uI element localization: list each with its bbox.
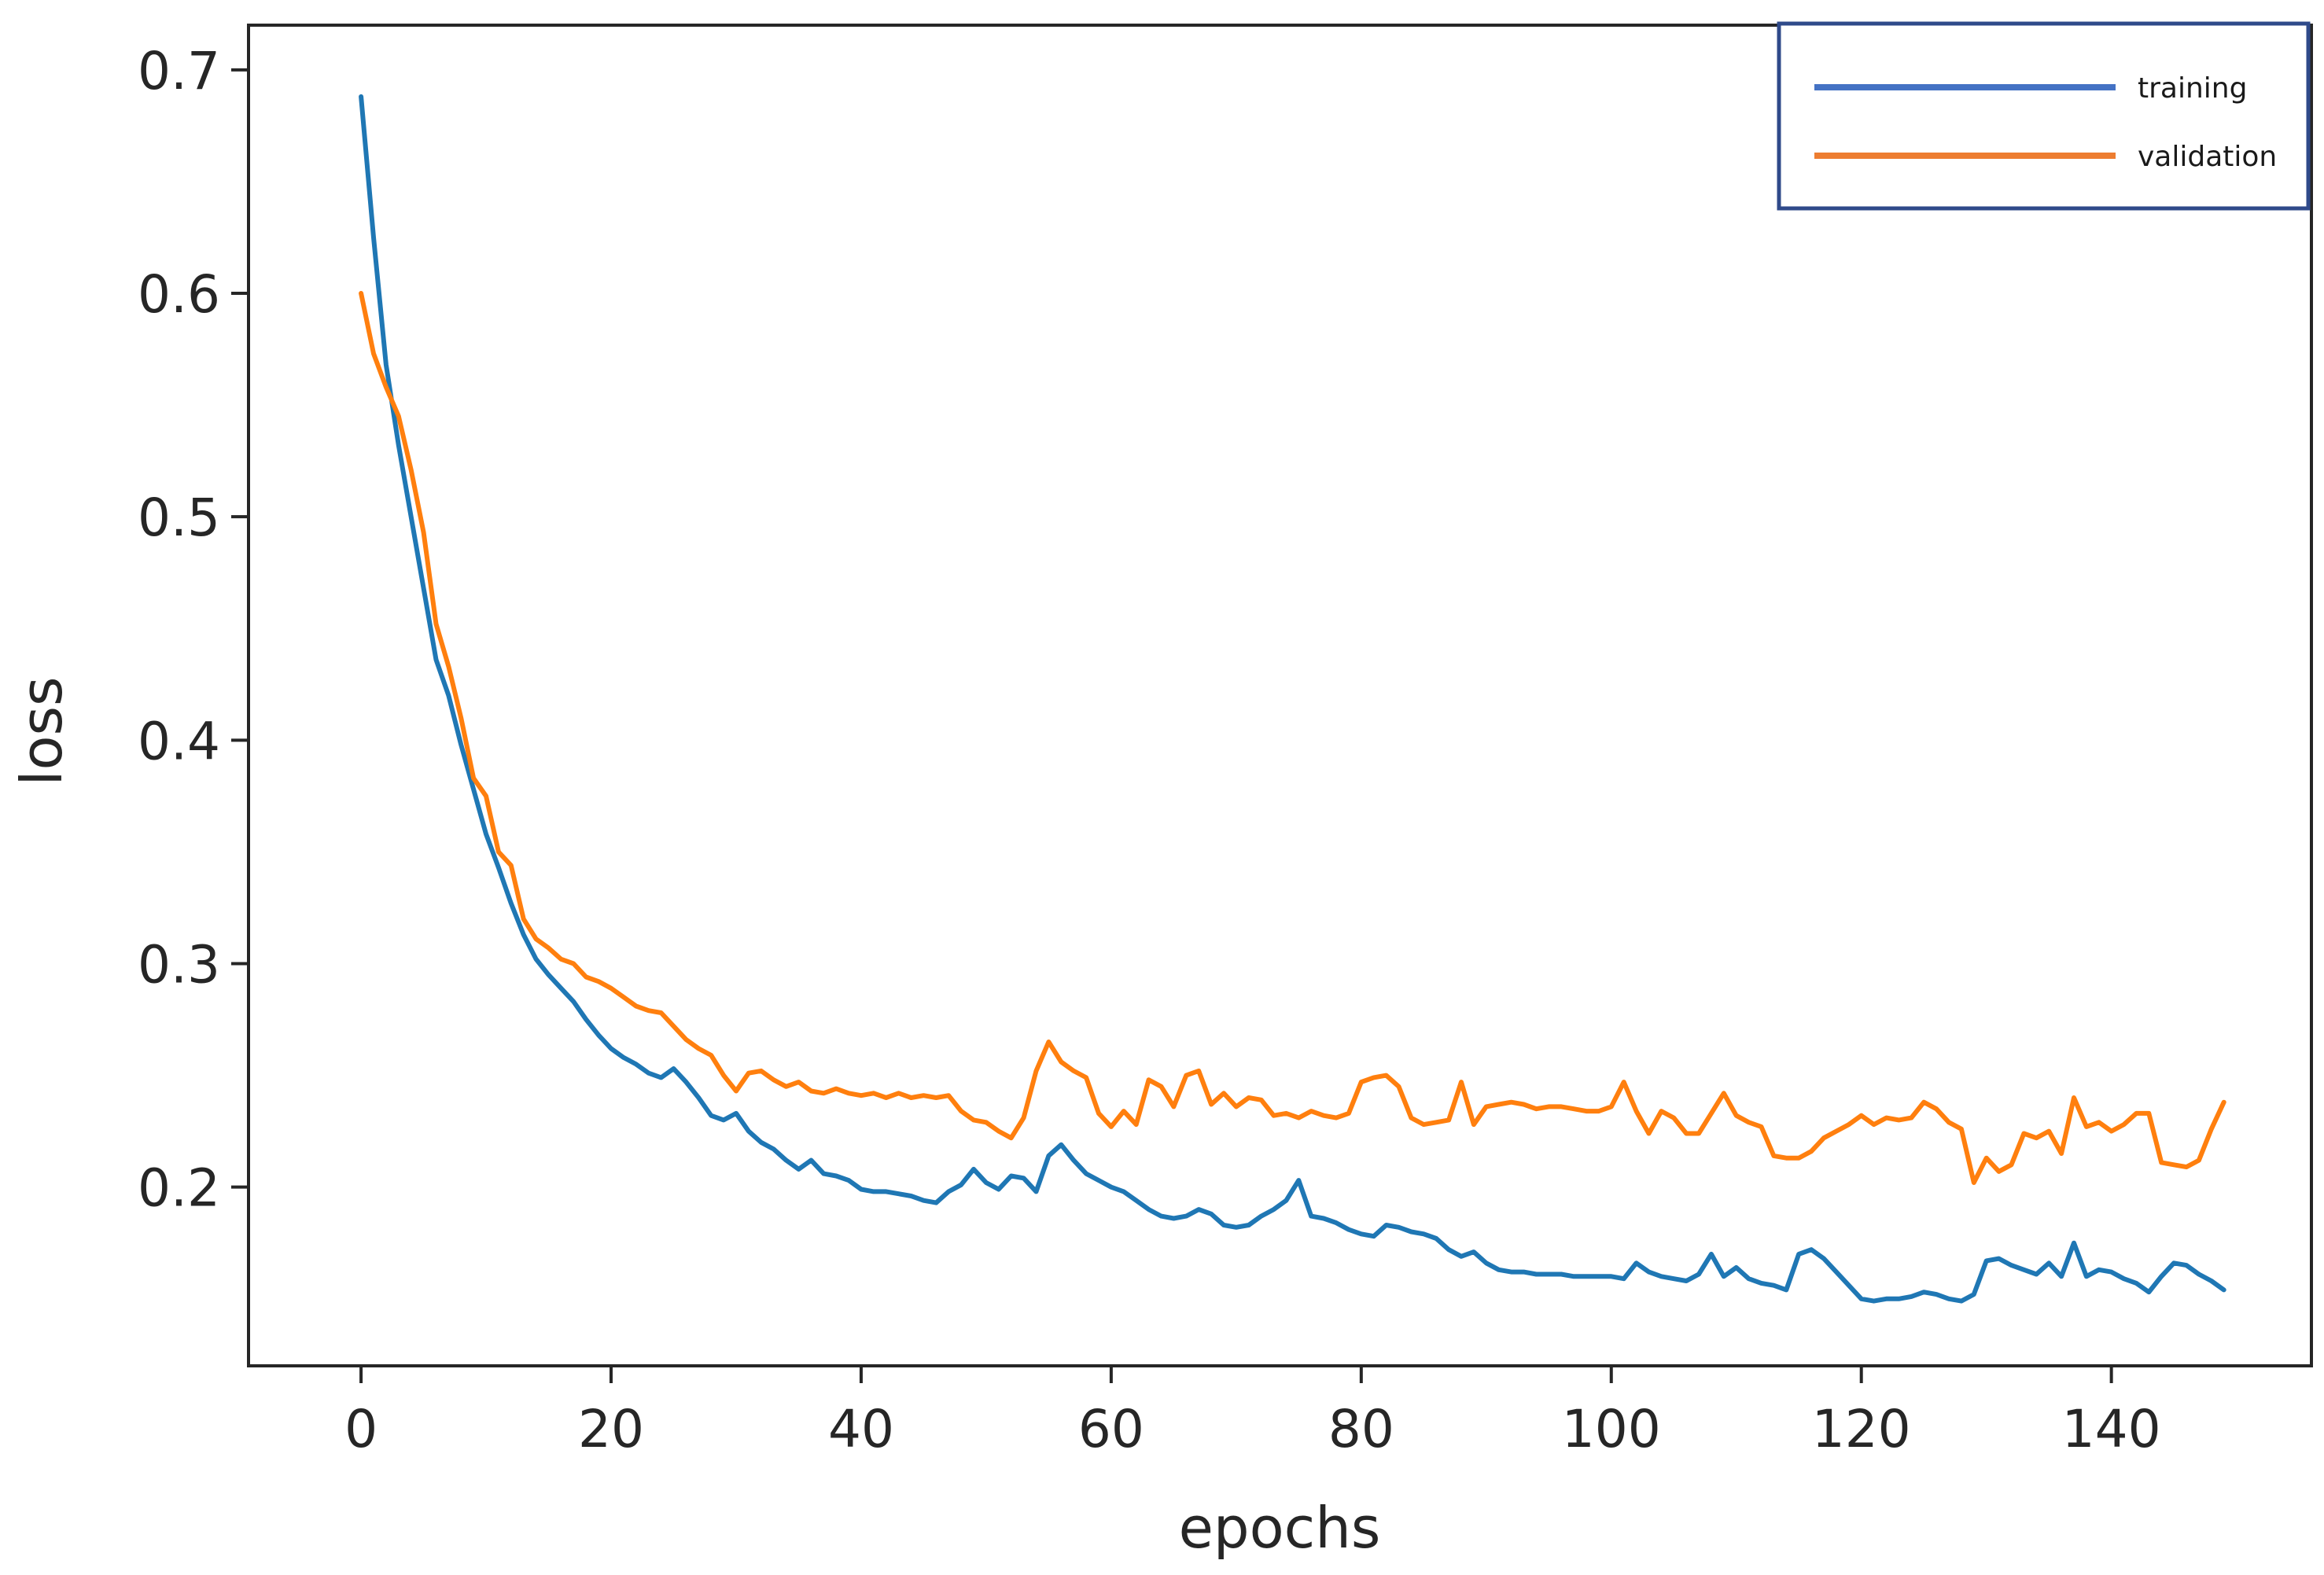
legend-box	[1777, 21, 2311, 211]
x-tick-label: 80	[1328, 1399, 1394, 1459]
y-tick-label: 0.2	[138, 1158, 220, 1219]
x-tick-label: 40	[828, 1399, 894, 1459]
training-line	[359, 94, 2226, 1304]
validation-line	[359, 291, 2226, 1185]
x-tick-label: 140	[2062, 1399, 2161, 1459]
x-tick-label: 60	[1078, 1399, 1144, 1459]
x-tick-label: 100	[1562, 1399, 1661, 1459]
legend-label-training: training	[2138, 72, 2247, 105]
y-axis-title: loss	[9, 676, 75, 786]
y-tick-label: 0.3	[138, 935, 220, 995]
y-axis-ticks: 0.2 0.3 0.4 0.5 0.6 0.7	[138, 41, 249, 1219]
plot-area	[247, 24, 2313, 1367]
x-axis-title: epochs	[1179, 1495, 1381, 1561]
y-tick-label: 0.6	[138, 264, 220, 325]
x-tick-label: 120	[1812, 1399, 1911, 1459]
series-lines	[359, 94, 2226, 1304]
y-tick-label: 0.4	[138, 711, 220, 771]
y-tick-label: 0.7	[138, 41, 220, 101]
legend-label-validation: validation	[2138, 141, 2277, 173]
x-tick-label: 20	[578, 1399, 644, 1459]
legend: training validation	[1777, 21, 2311, 211]
x-axis-ticks: 0 20 40 60 80 100 120 140	[344, 1366, 2161, 1459]
y-tick-label: 0.5	[138, 488, 220, 548]
x-tick-label: 0	[344, 1399, 378, 1459]
